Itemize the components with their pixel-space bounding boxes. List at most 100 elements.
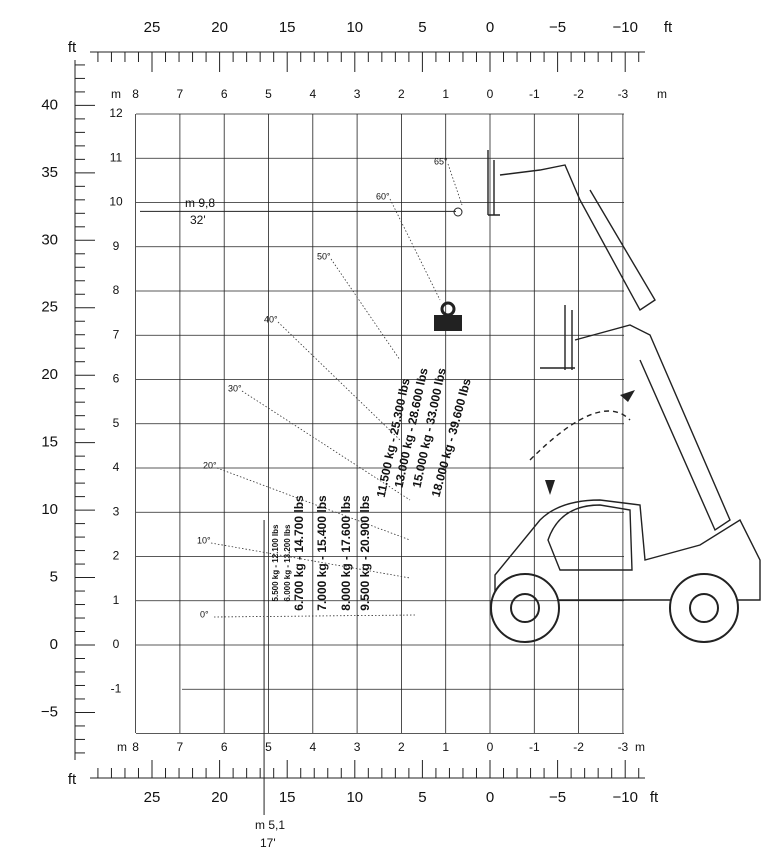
angle-label: 0° (200, 609, 209, 619)
top-ft-label: −10 (612, 19, 637, 36)
top-ft-label: 5 (418, 19, 426, 36)
bottom-ft-label: 15 (279, 789, 296, 806)
left-m-label: 0 (113, 637, 120, 651)
bottom-m-label: 3 (354, 740, 361, 754)
angle-label: 50° (317, 251, 331, 261)
bottom-m-label: -3 (618, 740, 629, 754)
left-m-label: 2 (113, 549, 120, 563)
left-m-label: 3 (113, 504, 120, 518)
bottom-ft-label: −5 (549, 789, 566, 806)
zone-label: 5.500 kg - 12.100 lbs (271, 524, 280, 601)
body (494, 499, 761, 601)
left-ft-label: 20 (41, 366, 58, 383)
top-m-label: 2 (398, 87, 405, 101)
left-m-label: 11 (110, 150, 123, 164)
zone-label: 8.000 kg - 17.600 lbs (339, 495, 353, 611)
bottom-m-label: 6 (221, 740, 228, 754)
bottom-m-unit: m (635, 740, 645, 754)
bottom-ft-label: 5 (418, 789, 426, 806)
bottom-ft-label: 20 (211, 789, 228, 806)
left-m-label: 6 (113, 372, 120, 386)
top-m-label: 3 (354, 87, 361, 101)
left-m-label: 9 (113, 239, 120, 253)
bottom-ft-label: −10 (612, 789, 637, 806)
angle-leader (389, 198, 441, 301)
top-m-label: -3 (618, 87, 629, 101)
bottom-m-label: 4 (309, 740, 316, 754)
zone-label: 7.000 kg - 15.400 lbs (315, 495, 329, 611)
angle-leader (447, 163, 463, 206)
bottom-ft-label: 0 (486, 789, 494, 806)
top-m-label: 8 (132, 87, 139, 101)
top-m-label: 1 (442, 87, 449, 101)
left-ft-label: 40 (41, 96, 58, 113)
front-hub (510, 593, 540, 623)
angle-leader (277, 321, 401, 441)
bottom-ft-unit: ft (650, 789, 659, 806)
bottom-m-label: 0 (487, 740, 494, 754)
left-ft-label: 30 (41, 231, 58, 248)
left-m-label: 12 (109, 106, 123, 120)
bottom-m-label: 1 (442, 740, 449, 754)
rear-hub (689, 593, 719, 623)
angle-label: 65° (434, 156, 448, 166)
cab (547, 504, 633, 571)
left-m-label: 5 (113, 416, 120, 430)
top-m-unit: m (657, 87, 667, 101)
left-ft-label: 15 (41, 434, 58, 451)
left-ft-label: −5 (41, 703, 58, 720)
angle-leader (330, 258, 401, 361)
top-m-unit: m (111, 87, 121, 101)
load-icon (434, 207, 463, 331)
bottom-m-label: 2 (398, 740, 405, 754)
left-m-label: 7 (113, 327, 120, 341)
angle-label: 10° (197, 535, 211, 545)
bottom-m-label: -2 (573, 740, 584, 754)
left-m-label: 1 (113, 593, 120, 607)
left-ft-label: 10 (41, 501, 58, 518)
top-m-label: -2 (573, 87, 584, 101)
bottom-m-label: 5 (265, 740, 272, 754)
left-ft-label: 25 (41, 299, 58, 316)
top-m-label: -1 (529, 87, 540, 101)
left-ft-label: 35 (41, 164, 58, 181)
angle-label: 20° (203, 460, 217, 470)
top-ft-label: 15 (279, 19, 296, 36)
bottom-ft-label: 10 (346, 789, 363, 806)
top-m-label: 5 (265, 87, 272, 101)
max-reach-imperial: 17' (260, 836, 276, 850)
zone-label: 6.000 kg - 13.200 lbs (283, 524, 292, 601)
angle-label: 30° (228, 383, 242, 393)
boom-raised (487, 150, 656, 312)
zone-label: 6.700 kg - 14.700 lbs (292, 495, 306, 611)
left-m-label: 10 (109, 195, 123, 209)
boom-lowered (540, 305, 731, 532)
max-reach-metric: m 5,1 (255, 818, 285, 832)
bottom-m-label: -1 (529, 740, 540, 754)
angle-label: 40° (264, 314, 278, 324)
left-m-label: 8 (113, 283, 120, 297)
left-ft-label: 0 (50, 636, 58, 653)
bottom-ft-label: 25 (144, 789, 161, 806)
bottom-m-label: 8 (132, 740, 139, 754)
left-m-label: -1 (111, 681, 122, 695)
top-m-label: 7 (177, 87, 184, 101)
top-ft-label: 0 (486, 19, 494, 36)
top-m-label: 4 (309, 87, 316, 101)
weight-ring (440, 301, 456, 317)
top-ft-unit: ft (68, 39, 77, 56)
top-ft-label: 10 (346, 19, 363, 36)
bottom-ft-unit: ft (68, 771, 77, 788)
left-m-label: 4 (113, 460, 120, 474)
top-ft-label: 25 (144, 19, 161, 36)
top-ft-unit: ft (664, 19, 673, 36)
zone-label: 9.500 kg - 20.900 lbs (358, 495, 372, 611)
angle-leader (216, 467, 411, 541)
top-m-label: 0 (487, 87, 494, 101)
top-ft-label: 20 (211, 19, 228, 36)
top-ft-label: −5 (549, 19, 566, 36)
angle-leader (210, 542, 411, 579)
bottom-m-unit: m (117, 740, 127, 754)
top-m-label: 6 (221, 87, 228, 101)
